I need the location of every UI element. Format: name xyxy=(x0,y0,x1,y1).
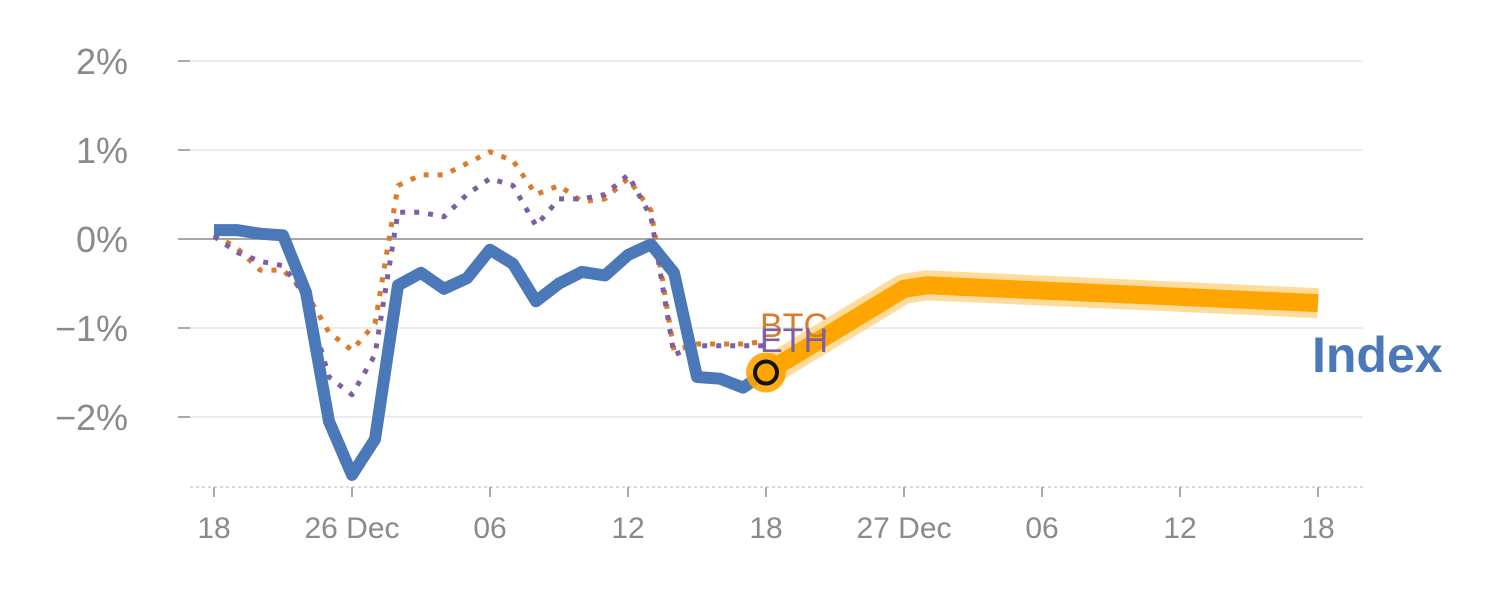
x-tick-label-7: 12 xyxy=(1163,512,1196,545)
y-tick-label-2: 0% xyxy=(76,219,128,260)
index-label: Index xyxy=(1312,327,1443,383)
x-tick-label-2: 06 xyxy=(473,512,506,545)
current-point-marker xyxy=(753,359,779,386)
x-tick-label-6: 06 xyxy=(1025,512,1058,545)
y-tick-label-0: 2% xyxy=(76,41,128,82)
series-layer xyxy=(212,149,770,481)
x-tick-label-3: 12 xyxy=(611,512,644,545)
forecast-layer xyxy=(746,270,1319,393)
x-tick-label-5: 27 Dec xyxy=(856,512,951,545)
series-labels: BTC ETH Index xyxy=(760,307,1443,383)
x-tick-label-8: 18 xyxy=(1301,512,1334,545)
y-axis: 2% 1% 0% −1% −2% xyxy=(55,41,190,438)
y-tick-label-1: 1% xyxy=(76,130,128,171)
forecast-line xyxy=(761,276,1319,381)
btc-label: BTC xyxy=(760,307,828,345)
index-line xyxy=(214,224,770,481)
y-tick-label-4: −2% xyxy=(55,397,128,438)
y-tick-label-3: −1% xyxy=(55,308,128,349)
x-tick-label-1: 26 Dec xyxy=(304,512,399,545)
x-tick-label-0: 18 xyxy=(197,512,230,545)
x-tick-label-4: 18 xyxy=(749,512,782,545)
eth-label: ETH xyxy=(760,322,828,360)
x-axis: 18 26 Dec 06 12 18 27 Dec 06 12 18 xyxy=(190,486,1363,545)
